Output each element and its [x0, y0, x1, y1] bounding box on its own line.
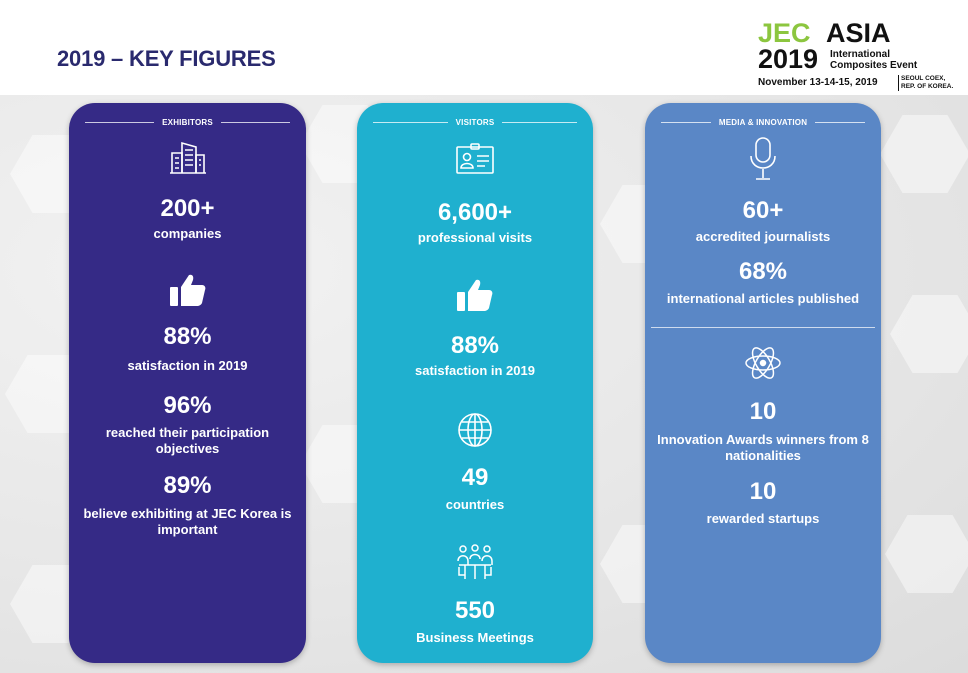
journalists-text: accredited journalists [695, 229, 831, 244]
card-header: MEDIA & INNOVATION [645, 115, 881, 129]
id-card-icon [455, 143, 495, 175]
media-innovation-card: MEDIA & INNOVATION 60+ accredited journa… [645, 103, 881, 663]
exhibitors-card: EXHIBITORS 200+ companies 88% satisfacti… [69, 103, 306, 663]
logo-venue: SEOUL COEX, REP. OF KOREA. [901, 75, 954, 90]
logo-jec: JEC [758, 18, 811, 48]
companies-value: 200+ [160, 195, 215, 222]
startups-text: rewarded startups [706, 511, 820, 526]
important-value: 89% [163, 472, 212, 499]
awards-value: 10 [749, 398, 777, 425]
card-header: VISITORS [357, 115, 593, 129]
satisfaction-value: 88% [163, 323, 212, 350]
countries-text: countries [445, 497, 505, 512]
logo-subtitle: International Composites Event [830, 49, 918, 71]
logo-asia: ASIA [826, 18, 891, 48]
card-label: EXHIBITORS [162, 117, 213, 127]
section-divider [651, 327, 875, 328]
awards-text: Innovation Awards winners from 8 nationa… [657, 432, 869, 463]
card-label: VISITORS [455, 117, 495, 127]
startups-value: 10 [749, 478, 777, 505]
logo-dates: November 13-14-15, 2019 [758, 77, 878, 88]
objectives-text: reached their participation objectives [105, 425, 270, 456]
building-icon [168, 139, 208, 175]
companies-text: companies [153, 226, 222, 241]
jec-asia-logo: JEC ASIA 2019 International Composites E… [758, 18, 963, 94]
visitors-card: VISITORS 6,600+ professional visits 88% … [357, 103, 593, 663]
visits-value: 6,600+ [437, 199, 513, 226]
satisfaction-text: satisfaction in 2019 [415, 363, 535, 378]
meetings-text: Business Meetings [416, 630, 534, 645]
page-title: 2019 – KEY FIGURES [57, 46, 276, 71]
satisfaction-value: 88% [450, 332, 500, 359]
objectives-value: 96% [163, 392, 212, 419]
important-text: believe exhibiting at JEC Korea is impor… [83, 506, 292, 537]
card-header: EXHIBITORS [69, 115, 306, 129]
journalists-value: 60+ [742, 197, 784, 224]
globe-icon [456, 411, 494, 449]
meetings-value: 550 [454, 597, 496, 624]
atom-icon [744, 344, 782, 382]
visits-text: professional visits [417, 230, 533, 245]
logo-year: 2019 [758, 44, 819, 74]
countries-value: 49 [461, 464, 489, 491]
card-label: MEDIA & INNOVATION [718, 117, 808, 127]
articles-text: international articles published [666, 291, 860, 306]
satisfaction-text: satisfaction in 2019 [127, 358, 248, 373]
microphone-icon [748, 136, 778, 182]
articles-value: 68% [738, 258, 788, 285]
thumbs-up-icon [169, 273, 207, 307]
meeting-icon [455, 543, 495, 581]
thumbs-up-icon [456, 278, 494, 312]
logo-separator [898, 75, 899, 91]
